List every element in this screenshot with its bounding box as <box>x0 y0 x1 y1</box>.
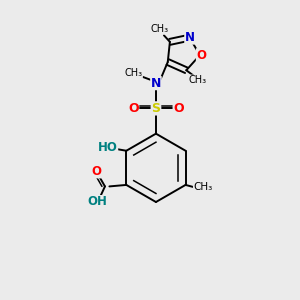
Text: N: N <box>151 76 161 90</box>
Text: O: O <box>173 102 184 115</box>
Text: O: O <box>92 165 102 178</box>
Text: OH: OH <box>88 195 107 208</box>
Text: CH₃: CH₃ <box>193 182 212 192</box>
Text: N: N <box>185 31 195 44</box>
Text: CH₃: CH₃ <box>150 24 169 34</box>
Text: O: O <box>196 49 206 62</box>
Text: CH₃: CH₃ <box>188 75 207 85</box>
Text: O: O <box>128 102 139 115</box>
Text: CH₃: CH₃ <box>124 68 143 78</box>
Text: S: S <box>152 102 160 115</box>
Text: HO: HO <box>98 141 118 154</box>
